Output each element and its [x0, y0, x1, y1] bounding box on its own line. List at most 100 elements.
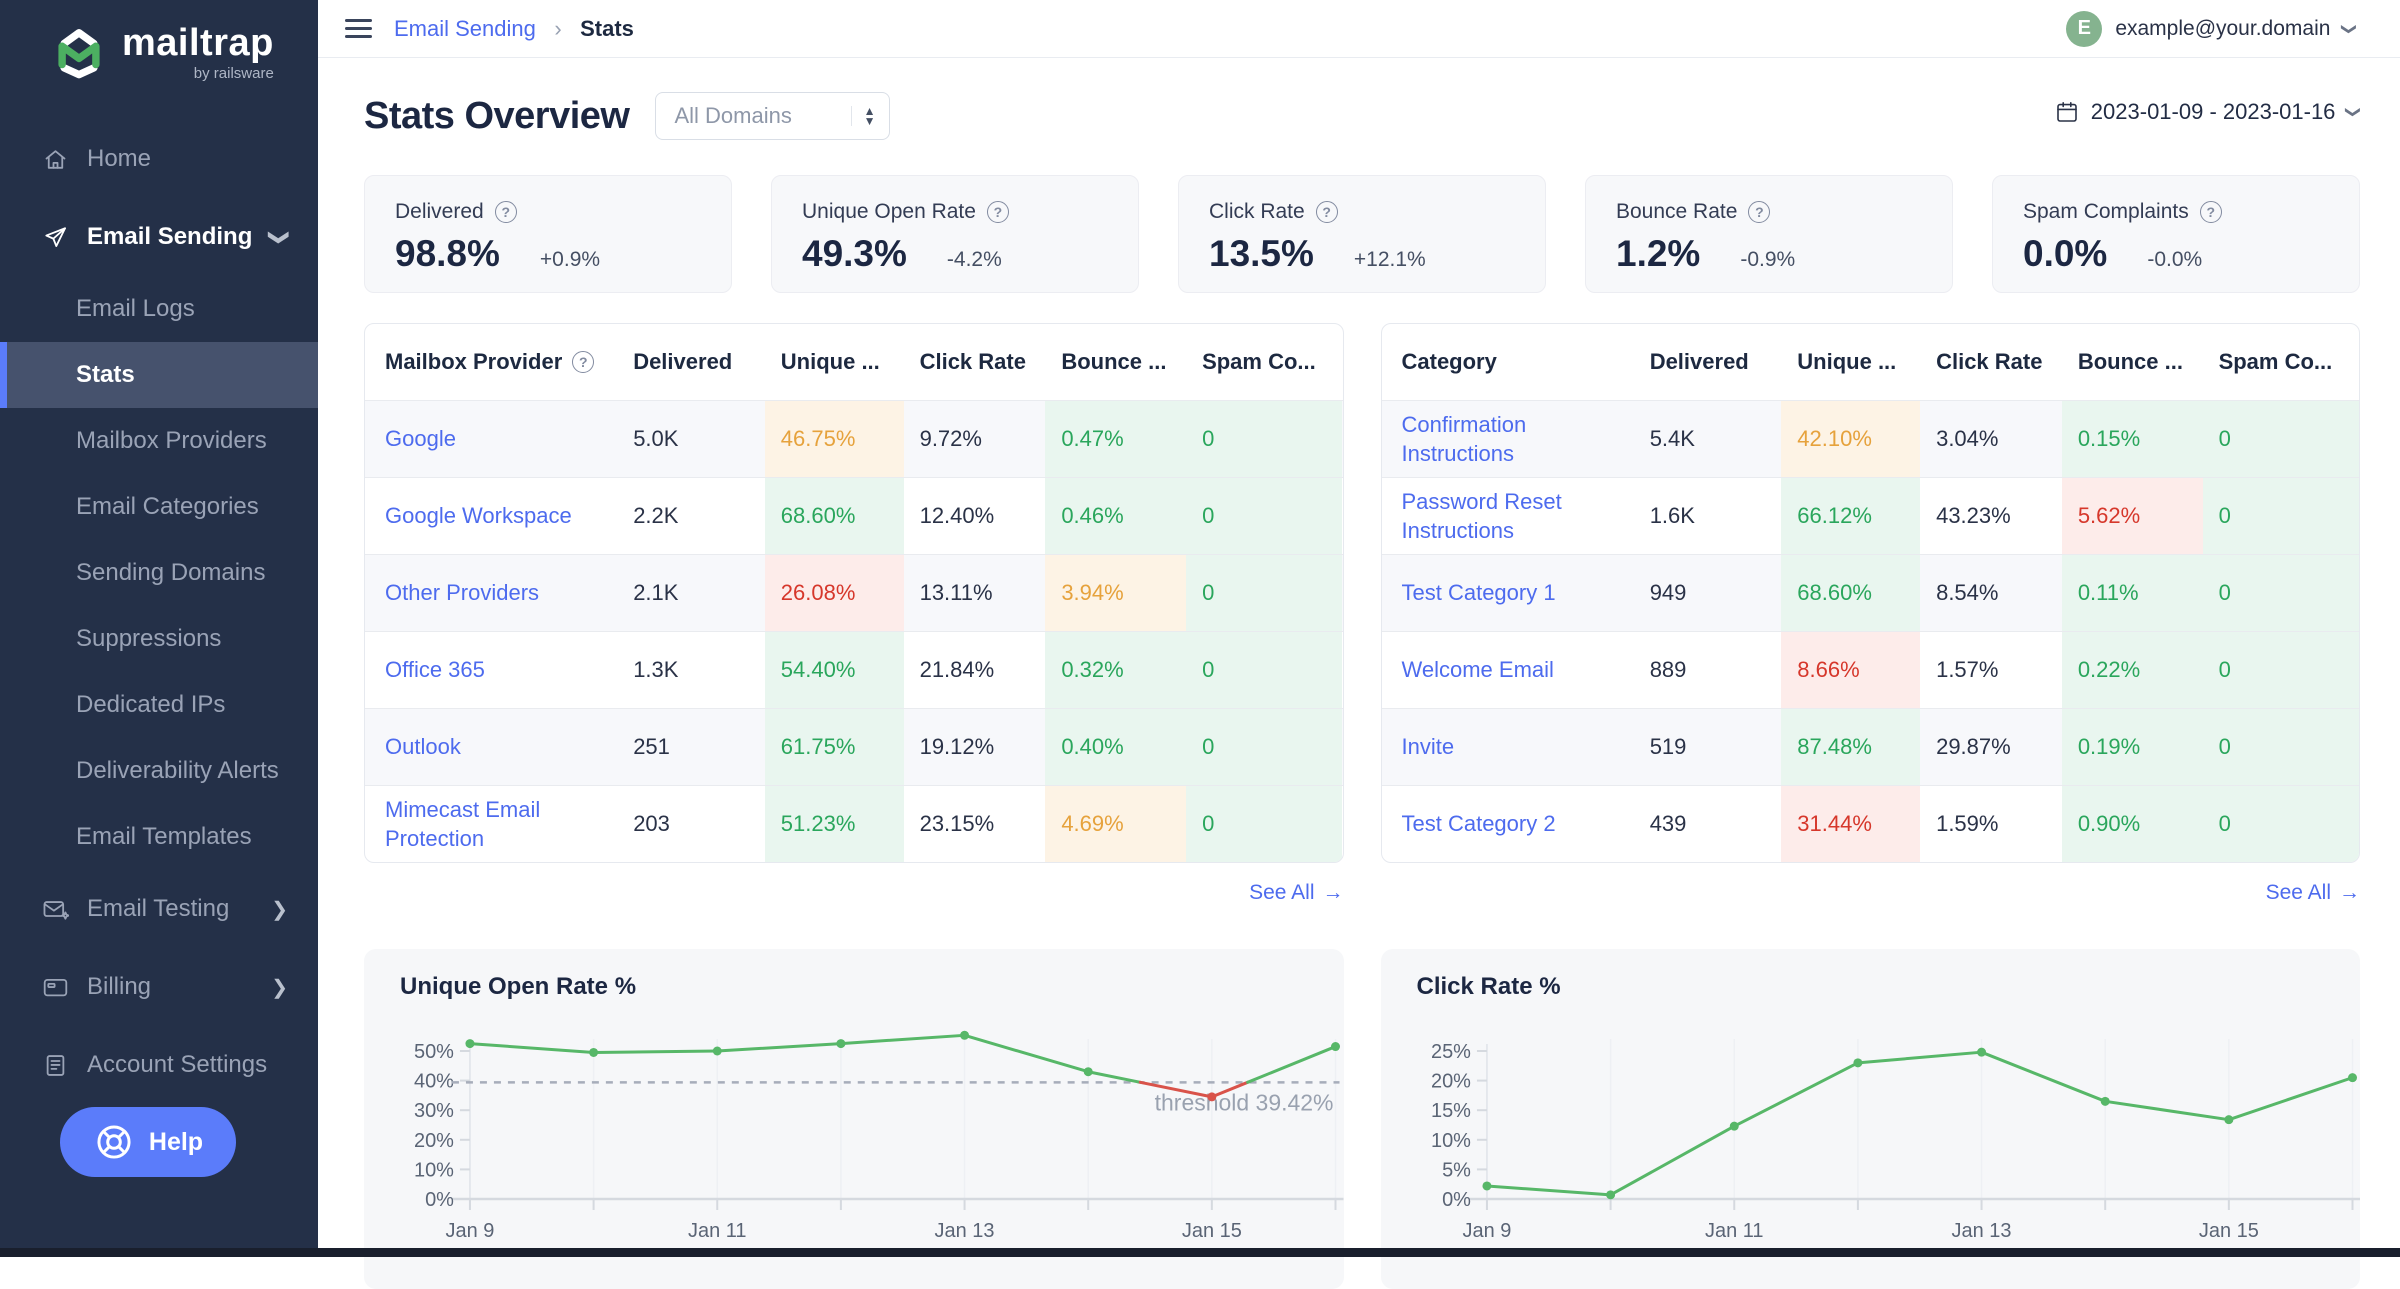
cell-text: 29.87%	[1936, 734, 2011, 759]
see-all-providers-link[interactable]: See All →	[364, 881, 1343, 905]
row-link-outlook[interactable]: Outlook	[385, 734, 461, 760]
breadcrumb-email-sending[interactable]: Email Sending	[394, 15, 536, 41]
cell-text: 0	[1202, 657, 1215, 682]
cell-value: 0	[1186, 786, 1343, 862]
cell-text: 23.15%	[919, 811, 995, 836]
chart-title: Unique Open Rate %	[400, 973, 637, 1000]
sidebar-item-sending-domains[interactable]: Sending Domains	[0, 540, 318, 606]
row-link-google-workspace[interactable]: Google Workspace	[385, 503, 572, 529]
row-link-google[interactable]: Google	[385, 426, 456, 452]
cell-text: 1.3K	[633, 657, 679, 682]
column-header-label: Spam Co...	[2218, 349, 2333, 374]
help-button[interactable]: Help	[60, 1107, 236, 1177]
sidebar-item-deliverability-alerts[interactable]: Deliverability Alerts	[0, 738, 318, 804]
row-link-confirmation-instructions[interactable]: Confirmation Instructions	[1401, 411, 1527, 466]
question-info-icon[interactable]: ?	[2199, 201, 2222, 223]
kpi-label-row: Bounce Rate?	[1616, 200, 1922, 224]
see-all-categories-link[interactable]: See All →	[1381, 881, 2360, 905]
kpi-label: Unique Open Rate	[802, 200, 976, 223]
table-row: Office 365 1.3K 54.40% 21.84% 0.32% 0	[365, 631, 1343, 708]
sidebar-item-label: Home	[87, 145, 152, 172]
breadcrumb: Email Sending › Stats	[394, 16, 634, 42]
question-info-icon[interactable]: ?	[1748, 201, 1771, 223]
row-link-test-category-2[interactable]: Test Category 2	[1401, 811, 1556, 837]
sidebar-item-suppressions[interactable]: Suppressions	[0, 606, 318, 672]
svg-text:25%: 25%	[1430, 1041, 1470, 1063]
row-link-welcome-email[interactable]: Welcome Email	[1401, 657, 1554, 683]
cell-value: 251	[617, 709, 765, 785]
cell-name: Google Workspace	[365, 478, 617, 554]
column-header-delivered: Delivered	[1634, 324, 1782, 400]
cell-text: 203	[633, 811, 670, 836]
cell-value: 0.90%	[2061, 786, 2203, 862]
sidebar-item-email-sending[interactable]: Email Sending ❯	[0, 198, 318, 276]
sidebar-item-email-categories[interactable]: Email Categories	[0, 474, 318, 540]
column-header-click-rate: Click Rate	[904, 324, 1046, 400]
sidebar-item-account-settings[interactable]: Account Settings	[0, 1026, 318, 1104]
cell-name: Test Category 2	[1382, 786, 1634, 862]
cell-text: 0	[1202, 734, 1215, 759]
cell-name: Office 365	[365, 632, 617, 708]
sidebar-item-stats[interactable]: Stats	[0, 342, 318, 408]
svg-text:10%: 10%	[414, 1159, 454, 1181]
top-header: Email Sending › Stats E example@your.dom…	[318, 0, 2400, 58]
user-email: example@your.domain	[2115, 16, 2331, 40]
cell-value: 21.84%	[904, 632, 1046, 708]
kpi-value-row: 49.3% -4.2%	[802, 233, 1108, 275]
hamburger-menu-icon[interactable]	[345, 19, 372, 38]
column-header-bounce: Bounce ...	[2062, 324, 2203, 400]
user-menu[interactable]: E example@your.domain ❯	[2066, 10, 2358, 47]
sidebar-item-email-templates[interactable]: Email Templates	[0, 804, 318, 870]
table-header-row: Mailbox Provider? Delivered Unique ... Clic…	[365, 324, 1343, 400]
column-header-spam-co: Spam Co...	[1186, 324, 1342, 400]
cell-value: 68.60%	[764, 478, 904, 554]
sidebar-item-home[interactable]: Home	[0, 120, 318, 198]
cell-text: 889	[1649, 657, 1687, 682]
cell-value: 0	[1186, 401, 1343, 477]
column-header-unique: Unique ...	[765, 324, 904, 400]
sidebar-item-label: Account Settings	[87, 1051, 268, 1078]
cell-value: 19.12%	[904, 709, 1046, 785]
mailtrap-logo[interactable]: mailtrap by railsware	[0, 0, 318, 100]
cell-value: 0.40%	[1045, 709, 1187, 785]
cell-value: 43.23%	[1920, 478, 2062, 554]
row-link-test-category-1[interactable]: Test Category 1	[1401, 580, 1556, 606]
sidebar-item-label: Mailbox Providers	[76, 427, 267, 454]
cell-text: 26.08%	[780, 580, 856, 605]
question-info-icon[interactable]: ?	[1315, 201, 1338, 223]
table-row: Google 5.0K 46.75% 9.72% 0.47% 0	[365, 400, 1343, 477]
cell-value: 203	[617, 786, 765, 862]
sidebar-item-dedicated-ips[interactable]: Dedicated IPs	[0, 672, 318, 738]
row-link-password-reset-instructions[interactable]: Password Reset Instructions	[1401, 488, 1562, 543]
kpi-value-row: 1.2% -0.9%	[1616, 233, 1922, 275]
sidebar-item-billing[interactable]: Billing ❯	[0, 948, 318, 1026]
cell-value: 0.47%	[1045, 401, 1187, 477]
column-header-delivered: Delivered	[617, 324, 765, 400]
row-link-mimecast-email-protection[interactable]: Mimecast Email Protection	[385, 796, 541, 851]
row-link-invite[interactable]: Invite	[1401, 734, 1455, 760]
cell-value: 0.46%	[1045, 478, 1187, 554]
sidebar-item-mailbox-providers[interactable]: Mailbox Providers	[0, 408, 318, 474]
svg-text:20%: 20%	[1430, 1071, 1470, 1093]
row-link-office-365[interactable]: Office 365	[385, 657, 485, 683]
kpi-delta: -4.2%	[946, 248, 1002, 271]
cell-value: 439	[1634, 786, 1782, 862]
sidebar-item-email-testing[interactable]: Email Testing ❯	[0, 870, 318, 948]
domain-filter-select[interactable]: All Domains ▲ ▼	[655, 92, 891, 140]
cell-value: 23.15%	[904, 786, 1046, 862]
cell-text: 31.44%	[1797, 811, 1872, 836]
question-info-icon[interactable]: ?	[494, 201, 517, 223]
cell-value: 949	[1634, 555, 1782, 631]
sidebar-item-label: Email Sending	[87, 223, 253, 250]
question-info-icon[interactable]: ?	[986, 201, 1009, 223]
date-range-picker[interactable]: 2023-01-09 - 2023-01-16 ❯	[2055, 99, 2362, 125]
question-info-icon[interactable]: ?	[572, 351, 595, 373]
sidebar-item-email-logs[interactable]: Email Logs	[0, 276, 318, 342]
row-link-other-providers[interactable]: Other Providers	[385, 580, 540, 606]
cell-text: 4.69%	[1061, 811, 1124, 836]
cell-text: 0.40%	[1061, 734, 1124, 759]
cell-value: 519	[1634, 709, 1782, 785]
avatar: E	[2066, 10, 2103, 47]
cell-value: 1.57%	[1920, 632, 2062, 708]
select-stepper-icon: ▲ ▼	[850, 105, 875, 127]
